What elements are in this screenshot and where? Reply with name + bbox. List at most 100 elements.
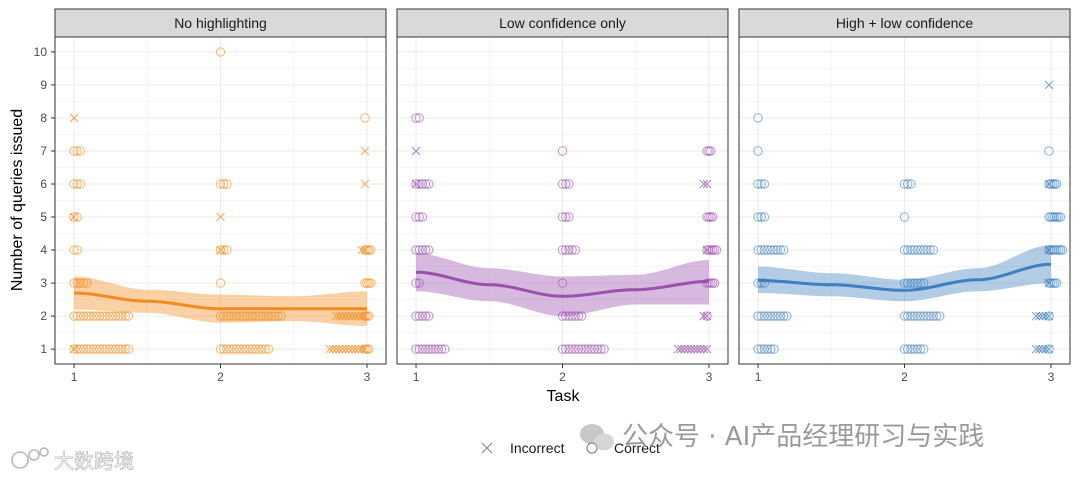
point-incorrect xyxy=(357,245,367,255)
point-correct xyxy=(120,311,130,321)
point-correct xyxy=(906,245,916,255)
point-correct xyxy=(215,47,226,57)
y-axis-ticks: 1 2 3 4 5 6 7 8 9 10 xyxy=(34,45,55,356)
point-correct xyxy=(215,245,226,255)
point-correct xyxy=(257,344,267,354)
point-correct xyxy=(557,146,568,156)
point-correct xyxy=(215,311,226,321)
point-correct xyxy=(769,245,779,255)
point-correct xyxy=(75,311,86,321)
point-correct xyxy=(928,311,938,321)
confidence-band xyxy=(74,276,367,326)
point-correct xyxy=(753,113,763,123)
point-correct xyxy=(906,311,916,321)
point-correct xyxy=(114,311,124,321)
point-correct xyxy=(420,344,431,354)
point-correct xyxy=(903,179,913,189)
point-correct xyxy=(222,179,232,189)
point-correct xyxy=(244,344,255,354)
point-correct xyxy=(759,344,770,354)
point-correct xyxy=(915,344,926,354)
point-correct xyxy=(411,245,421,255)
point-correct xyxy=(238,311,248,321)
point-incorrect xyxy=(331,311,341,321)
point-correct xyxy=(753,179,763,189)
point-correct xyxy=(1057,245,1068,255)
point-correct xyxy=(909,311,919,321)
point-correct xyxy=(75,344,86,354)
point-incorrect xyxy=(1034,344,1044,354)
point-correct xyxy=(906,344,916,354)
point-correct xyxy=(577,311,587,321)
trend-line xyxy=(415,270,710,298)
point-correct xyxy=(756,278,766,288)
point-correct xyxy=(753,278,763,288)
watermarks: 公众号 · AI产品经理研习与实践 大数跨境 xyxy=(11,422,984,473)
point-correct xyxy=(919,278,929,288)
point-correct xyxy=(775,311,786,321)
point-correct xyxy=(753,212,763,222)
point-correct xyxy=(903,278,913,288)
point-correct xyxy=(903,344,913,354)
legend-label-correct: Correct xyxy=(614,440,660,456)
point-correct xyxy=(101,311,111,321)
point-correct xyxy=(928,245,938,255)
point-correct xyxy=(411,311,421,321)
point-correct xyxy=(759,212,770,222)
point-correct xyxy=(88,344,98,354)
point-correct xyxy=(411,113,421,123)
point-correct xyxy=(75,146,86,156)
point-correct xyxy=(417,212,428,222)
point-correct xyxy=(899,212,910,222)
point-correct xyxy=(94,344,105,354)
point-incorrect xyxy=(692,344,702,354)
point-incorrect xyxy=(69,113,79,123)
point-correct xyxy=(78,311,89,321)
point-incorrect xyxy=(350,344,360,354)
panel-title: High + low confidence xyxy=(836,15,974,31)
point-correct xyxy=(756,179,766,189)
point-correct xyxy=(577,344,587,354)
y-tick-label: 7 xyxy=(40,144,47,158)
point-incorrect xyxy=(347,311,357,321)
point-correct xyxy=(567,311,577,321)
point-correct xyxy=(570,245,580,255)
point-correct xyxy=(117,311,127,321)
point-incorrect xyxy=(360,146,370,156)
point-incorrect xyxy=(411,146,421,156)
point-correct xyxy=(935,311,945,321)
point-correct xyxy=(931,311,942,321)
point-correct xyxy=(424,311,434,321)
point-correct xyxy=(906,179,916,189)
point-correct xyxy=(215,344,226,354)
point-correct xyxy=(424,245,434,255)
point-correct xyxy=(756,344,766,354)
point-correct xyxy=(69,245,79,255)
point-correct xyxy=(753,344,763,354)
y-tick-label: 3 xyxy=(40,276,47,290)
point-incorrect xyxy=(216,245,225,255)
point-correct xyxy=(215,278,226,288)
point-correct xyxy=(756,311,766,321)
point-correct xyxy=(753,245,763,255)
point-correct xyxy=(557,311,568,321)
point-correct xyxy=(596,344,606,354)
point-correct xyxy=(915,311,926,321)
point-correct xyxy=(436,344,447,354)
point-correct xyxy=(411,212,421,222)
point-correct xyxy=(561,344,571,354)
point-correct xyxy=(440,344,450,354)
point-correct xyxy=(753,146,763,156)
watermark-left: 大数跨境 xyxy=(54,449,134,473)
point-incorrect xyxy=(702,344,712,354)
confidence-band xyxy=(416,253,709,317)
point-correct xyxy=(219,311,229,321)
point-correct xyxy=(98,311,108,321)
point-correct xyxy=(925,245,935,255)
point-correct xyxy=(360,113,370,123)
point-correct xyxy=(433,344,444,354)
point-incorrect xyxy=(357,311,367,321)
point-incorrect xyxy=(350,311,360,321)
point-correct xyxy=(561,311,571,321)
point-correct xyxy=(411,179,421,189)
